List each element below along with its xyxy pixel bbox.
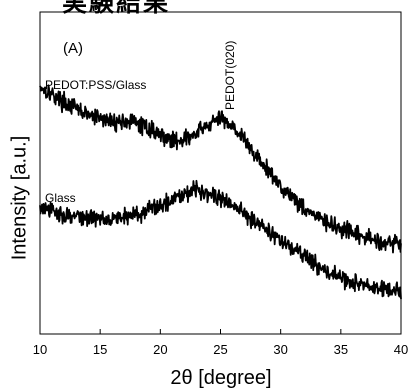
x-tick-label-25: 25 (213, 342, 227, 357)
series-label-glass: Glass (45, 191, 76, 205)
page-heading: 実験結果 (62, 0, 171, 17)
panel-label: (A) (63, 40, 83, 57)
x-axis-ticks (39, 329, 402, 334)
series-layer (39, 84, 402, 300)
x-axis-tick-labels: 10 15 20 25 30 35 40 (33, 342, 408, 357)
y-axis-label: Intensity [a.u.] (8, 135, 31, 261)
series-label-pedot-pss-glass: PEDOT:PSS/Glass (45, 78, 146, 92)
x-tick-label-20: 20 (153, 342, 167, 357)
x-tick-label-40: 40 (394, 342, 408, 357)
x-tick-label-30: 30 (273, 342, 287, 357)
peak-annotation-pedot-020: PEDOT(020) (223, 41, 237, 110)
x-tick-label-10: 10 (33, 342, 47, 357)
series-line-0 (39, 84, 402, 254)
x-tick-label-35: 35 (334, 342, 348, 357)
series-line-1 (39, 179, 402, 300)
x-axis-label: 2θ [degree] (170, 367, 272, 389)
x-tick-label-15: 15 (93, 342, 107, 357)
